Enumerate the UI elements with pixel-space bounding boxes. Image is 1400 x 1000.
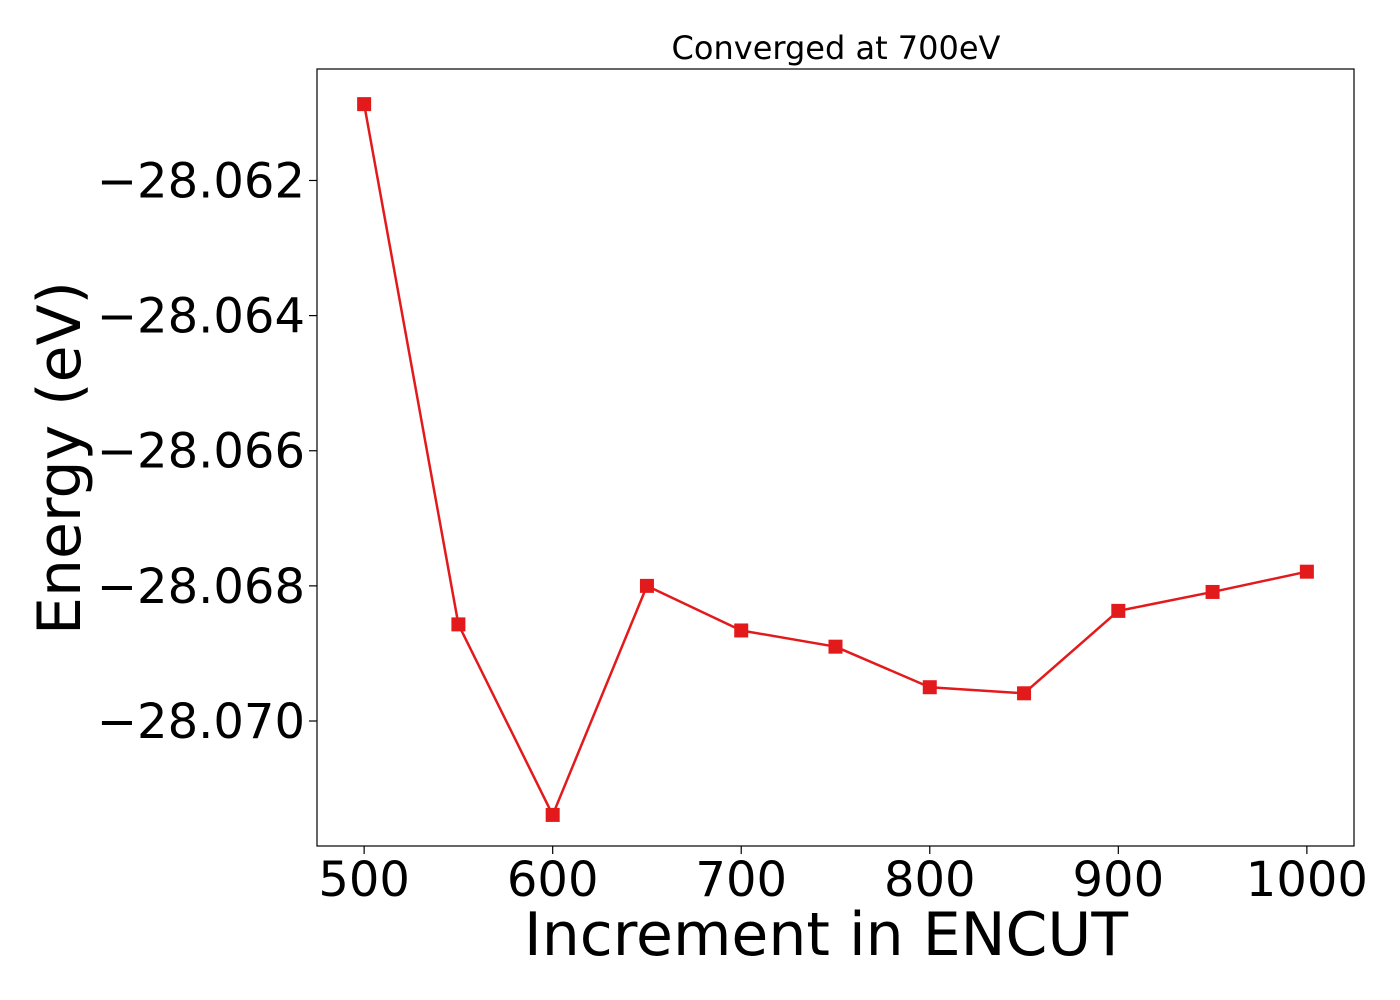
y-tick-label: −28.062: [97, 153, 305, 209]
data-point: [1017, 686, 1032, 701]
data-point: [639, 578, 654, 593]
y-axis: −28.062 −28.064 −28.066 −28.068 −28.070: [97, 153, 317, 750]
series-layer: [357, 97, 1314, 822]
plot-frame: [316, 68, 1355, 847]
data-point: [1299, 564, 1314, 579]
data-point: [1111, 603, 1126, 618]
data-point: [1205, 584, 1220, 599]
y-tick-label: −28.066: [97, 424, 305, 480]
x-axis-label: Increment in ENCUT: [524, 900, 1128, 970]
x-tick-label: 800: [884, 852, 976, 908]
x-tick-label: 500: [318, 852, 410, 908]
y-axis-label: Energy (eV): [25, 281, 95, 635]
x-tick-label: 700: [695, 852, 787, 908]
data-point: [545, 807, 560, 822]
x-tick-label: 900: [1073, 852, 1165, 908]
data-point: [734, 623, 749, 638]
data-point: [451, 617, 466, 632]
data-point: [828, 639, 843, 654]
x-tick-label: 1000: [1246, 852, 1368, 908]
y-tick-label: −28.068: [97, 559, 305, 615]
data-point: [357, 97, 372, 112]
series-line: [362, 103, 1308, 817]
x-tick-label: 600: [507, 852, 599, 908]
y-tick-label: −28.070: [97, 694, 305, 750]
chart-title: Converged at 700eV: [672, 29, 1001, 67]
x-axis: 500 600 700 800 900 1000: [318, 846, 1368, 908]
data-point: [922, 680, 937, 695]
y-tick-label: −28.064: [97, 289, 305, 345]
